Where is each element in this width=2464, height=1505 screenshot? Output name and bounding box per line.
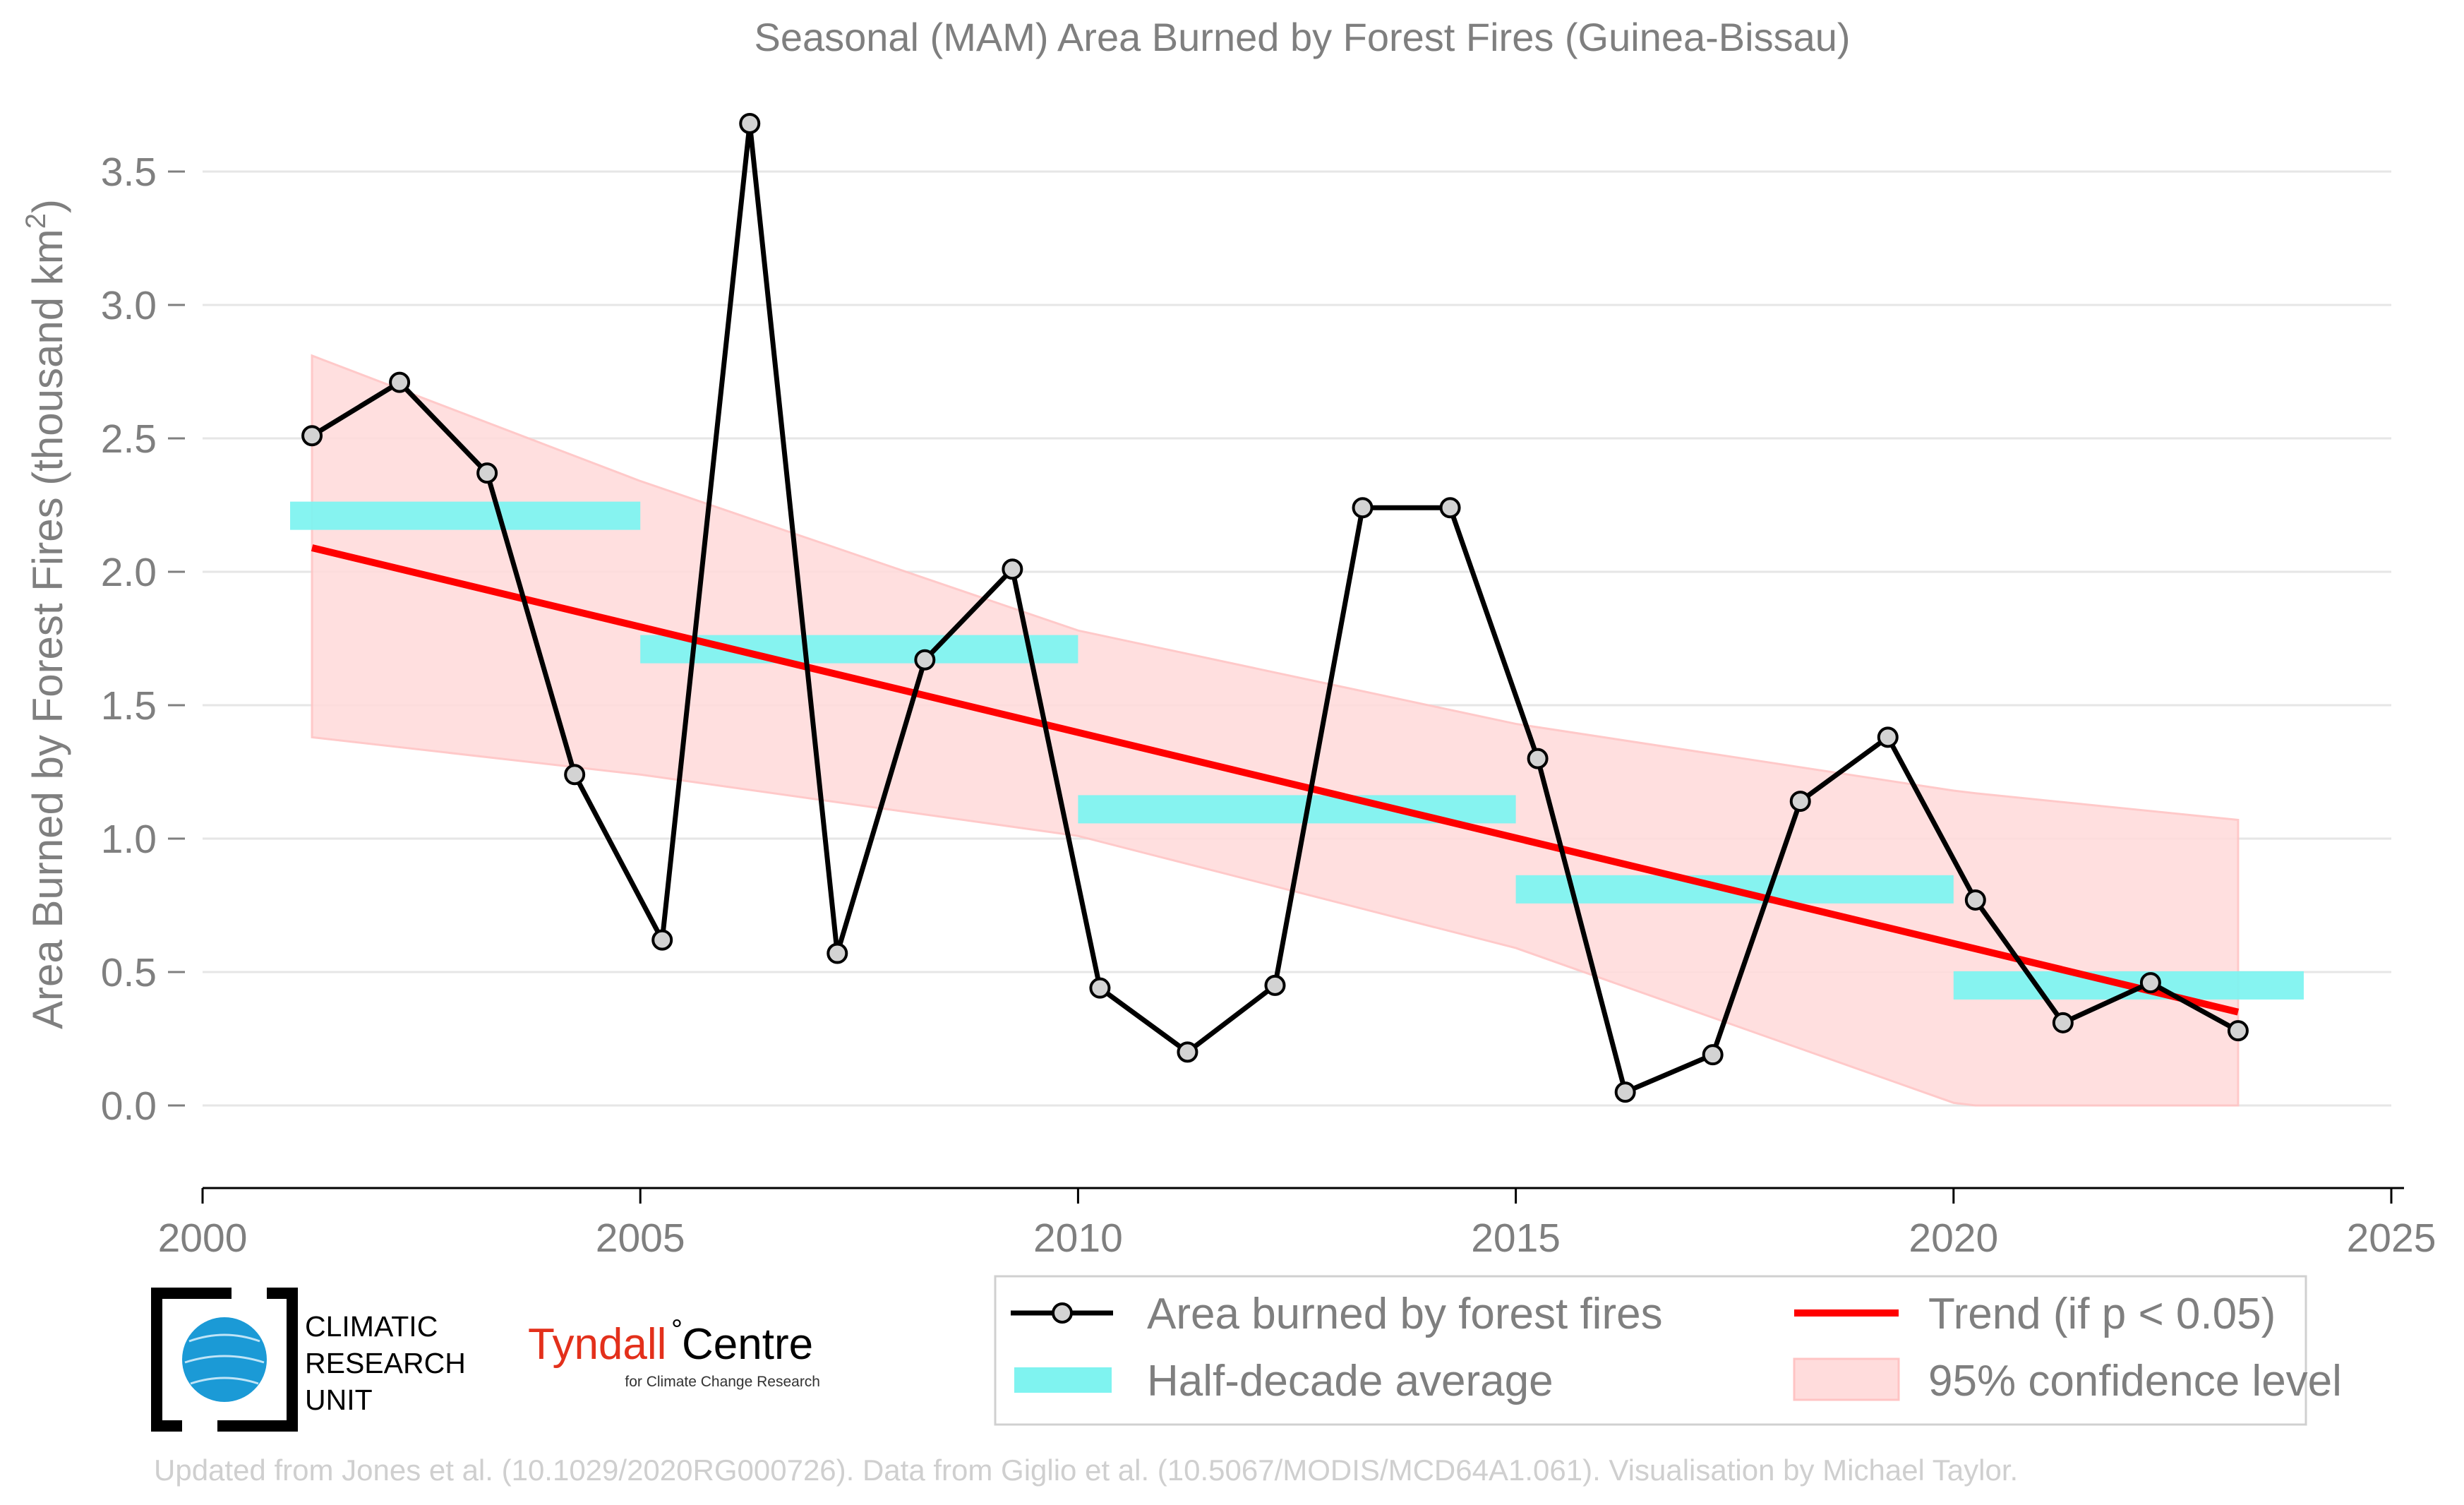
series-point (1702, 1044, 1724, 1066)
y-tick-label: 3.5 (101, 150, 157, 195)
series-point (1352, 497, 1374, 519)
series-point (1439, 497, 1461, 519)
legend-series-marker (1052, 1302, 1073, 1324)
footer-credit: Updated from Jones et al. (10.1029/2020R… (154, 1453, 2018, 1487)
tyndall-logo-degree: ° (671, 1314, 683, 1345)
legend-confidence-swatch (1793, 1357, 1900, 1401)
tyndall-logo-tagline: for Climate Change Research (625, 1374, 820, 1390)
series-point (1002, 558, 1023, 580)
series-point (389, 371, 411, 393)
globe-contours (184, 1333, 265, 1385)
legend-half-decade-swatch (1014, 1367, 1112, 1393)
series-point (1089, 977, 1111, 999)
x-tick-label: 2020 (1909, 1216, 1998, 1261)
y-tick-label: 2.5 (101, 416, 157, 462)
tyndall-logo-name-a: Tyndall (528, 1320, 666, 1369)
legend-item-confidence: 95% confidence level (1793, 1357, 2342, 1405)
cru-logo: CLIMATIC RESEARCH UNIT (151, 1288, 466, 1432)
series-point (827, 942, 848, 964)
half-decade-bar (640, 635, 1078, 664)
series-point (2139, 972, 2161, 994)
legend: Area burned by forest fires Trend (if p … (994, 1275, 2342, 1426)
trend-line (311, 544, 2240, 1016)
series-point (739, 112, 761, 134)
y-tick-label: 0.0 (101, 1084, 157, 1129)
series-point (1789, 791, 1811, 813)
legend-frame (994, 1275, 2307, 1426)
series-point (1527, 748, 1549, 769)
series-point (1264, 974, 1286, 996)
x-axis: 2000 2005 2010 2015 2020 2025 (158, 1187, 2436, 1261)
series-point (1964, 889, 1986, 911)
cru-logo-line3: UNIT (305, 1384, 373, 1416)
half-decade-bars (290, 501, 2304, 1000)
x-tick-label: 2010 (1033, 1216, 1123, 1261)
y-tick-label: 1.5 (101, 683, 157, 728)
legend-label-half-decade: Half-decade average (1147, 1357, 1553, 1405)
series-point (564, 764, 586, 786)
series-point (1614, 1081, 1636, 1103)
series-point (651, 929, 673, 951)
series-area-burned (301, 112, 2249, 1103)
series-point (301, 425, 323, 447)
y-tick-label: 1.0 (101, 817, 157, 862)
y-tick-label: 2.0 (101, 550, 157, 595)
y-tick-label: 0.5 (101, 950, 157, 995)
trend-line-segment (311, 544, 2240, 1016)
x-tick-label: 2000 (158, 1216, 248, 1261)
tyndall-logo: Tyndall ° Centre for Climate Change Rese… (528, 1314, 820, 1390)
legend-label-series: Area burned by forest fires (1147, 1290, 1663, 1338)
legend-item-trend: Trend (if p < 0.05) (1794, 1290, 2276, 1338)
cru-logo-bracket-right (217, 1288, 298, 1432)
series-point (914, 649, 936, 671)
cru-logo-line1: CLIMATIC (305, 1310, 438, 1343)
x-tick-label: 2025 (2347, 1216, 2436, 1261)
chart-title: Seasonal (MAM) Area Burned by Forest Fir… (754, 15, 1850, 59)
series-point (1177, 1041, 1198, 1063)
y-tick-label: 3.0 (101, 283, 157, 328)
tyndall-logo-name-b: Centre (682, 1320, 813, 1369)
legend-item-half-decade: Half-decade average (1014, 1357, 1553, 1405)
cru-logo-line2: RESEARCH (305, 1347, 466, 1379)
y-axis-ticks: 0.0 0.5 1.0 1.5 2.0 2.5 3.0 3.5 (101, 150, 185, 1129)
series-point (2052, 1012, 2074, 1033)
cru-logo-bracket-left (151, 1288, 232, 1432)
series-point (476, 462, 498, 484)
legend-label-trend: Trend (if p < 0.05) (1928, 1290, 2276, 1338)
legend-label-confidence: 95% confidence level (1928, 1357, 2342, 1405)
x-tick-label: 2015 (1471, 1216, 1561, 1261)
y-axis-title: Area Burned by Forest Fires (thousand km… (20, 199, 71, 1029)
series-point (1877, 726, 1899, 748)
series-point (2227, 1020, 2249, 1042)
x-tick-label: 2005 (596, 1216, 685, 1261)
legend-item-series: Area burned by forest fires (1011, 1290, 1663, 1338)
half-decade-bar (290, 501, 641, 530)
